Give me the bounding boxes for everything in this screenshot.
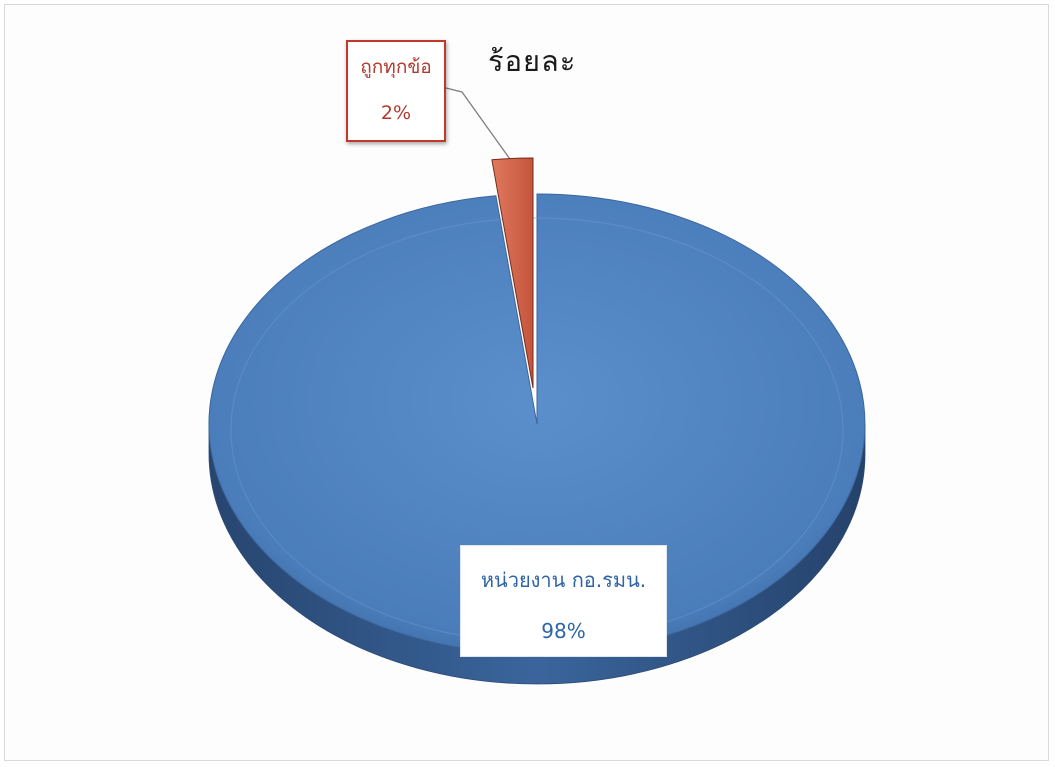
data-label-small-slice: ถูกทุกข้อ 2% xyxy=(346,40,446,142)
data-label-value: 98% xyxy=(541,619,586,643)
data-label-category: ถูกทุกข้อ xyxy=(360,56,432,78)
data-label-category: หน่วยงาน กอ.รมน. xyxy=(480,568,647,592)
slice-1 xyxy=(491,157,534,389)
chart-title: ร้อยละ xyxy=(488,44,577,78)
leader-line xyxy=(445,87,513,163)
data-label-value: 2% xyxy=(380,102,412,124)
data-label-large-slice: หน่วยงาน กอ.รมน. 98% xyxy=(460,545,667,657)
